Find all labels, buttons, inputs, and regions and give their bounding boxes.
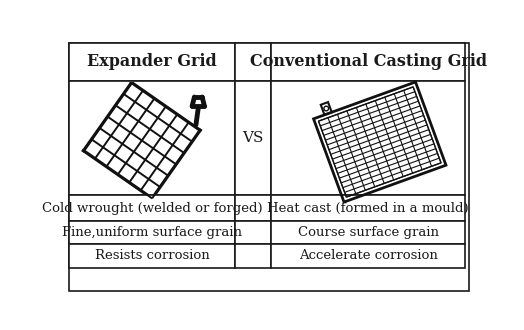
Text: Cold wrought (welded or forged): Cold wrought (welded or forged) bbox=[41, 202, 262, 215]
Bar bbox=[69, 245, 235, 268]
Bar bbox=[271, 195, 465, 221]
Bar bbox=[235, 221, 271, 245]
Text: Resists corrosion: Resists corrosion bbox=[94, 249, 209, 262]
Text: Conventional Casting Grid: Conventional Casting Grid bbox=[249, 53, 487, 70]
Bar bbox=[235, 245, 271, 268]
Bar bbox=[69, 195, 235, 221]
Text: Accelerate corrosion: Accelerate corrosion bbox=[299, 249, 438, 262]
Bar bbox=[235, 81, 271, 195]
Bar bbox=[271, 43, 465, 81]
Bar bbox=[271, 245, 465, 268]
Text: Fine,uniform surface grain: Fine,uniform surface grain bbox=[62, 226, 242, 239]
Text: Expander Grid: Expander Grid bbox=[87, 53, 217, 70]
Bar bbox=[235, 195, 271, 221]
Text: Course surface grain: Course surface grain bbox=[298, 226, 439, 239]
Bar bbox=[69, 81, 235, 195]
Bar bbox=[235, 43, 271, 81]
Bar bbox=[69, 43, 235, 81]
Bar bbox=[271, 81, 465, 195]
Text: VS: VS bbox=[243, 131, 264, 145]
Bar bbox=[69, 221, 235, 245]
Text: Heat cast (formed in a mould): Heat cast (formed in a mould) bbox=[267, 202, 469, 215]
Bar bbox=[271, 221, 465, 245]
